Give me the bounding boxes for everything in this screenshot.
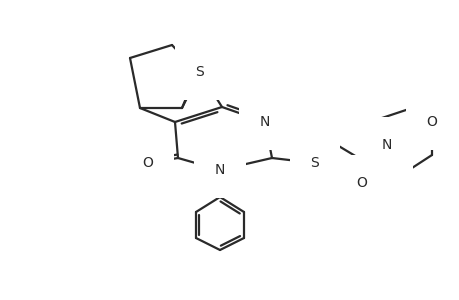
Text: O: O <box>142 156 153 170</box>
Text: S: S <box>195 65 204 79</box>
Text: N: N <box>259 115 269 129</box>
Text: S: S <box>310 156 319 170</box>
Text: N: N <box>214 163 225 177</box>
Text: O: O <box>425 115 437 129</box>
Text: O: O <box>356 176 367 190</box>
Text: N: N <box>381 138 392 152</box>
